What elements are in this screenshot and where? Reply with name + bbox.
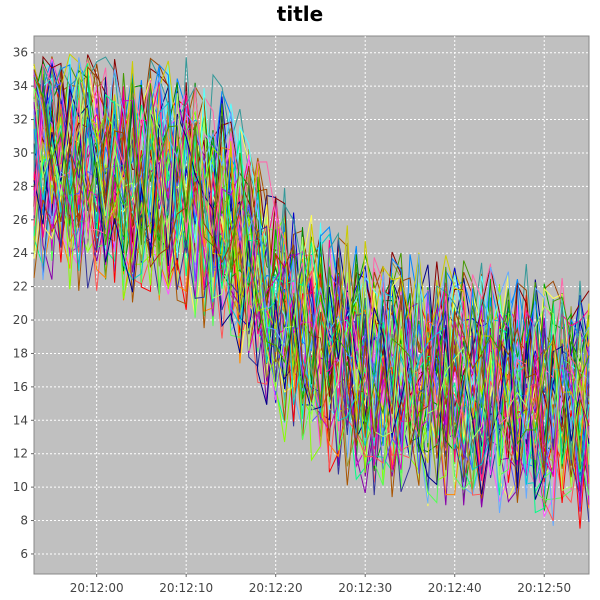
x-tick-label: 20:12:00 bbox=[70, 581, 124, 595]
y-tick-label: 6 bbox=[20, 547, 28, 561]
y-tick-label: 10 bbox=[13, 480, 28, 494]
x-tick-label: 20:12:30 bbox=[338, 581, 392, 595]
series-line bbox=[33, 76, 590, 446]
y-tick-label: 32 bbox=[13, 113, 28, 127]
y-tick-label: 26 bbox=[13, 213, 28, 227]
y-tick-label: 20 bbox=[13, 313, 28, 327]
y-tick-label: 14 bbox=[13, 413, 28, 427]
y-tick-label: 24 bbox=[13, 246, 28, 260]
y-tick-label: 34 bbox=[13, 79, 28, 93]
chart-title: title bbox=[276, 2, 324, 26]
y-tick-label: 16 bbox=[13, 380, 28, 394]
x-tick-label: 20:12:10 bbox=[159, 581, 213, 595]
y-tick-label: 30 bbox=[13, 146, 28, 160]
x-tick-label: 20:12:40 bbox=[428, 581, 482, 595]
series-line bbox=[33, 105, 590, 529]
x-tick-label: 20:12:50 bbox=[517, 581, 571, 595]
series-line bbox=[33, 89, 590, 500]
x-tick-label: 20:12:20 bbox=[249, 581, 303, 595]
y-tick-label: 36 bbox=[13, 46, 28, 60]
y-tick-label: 18 bbox=[13, 346, 28, 360]
series-line bbox=[33, 63, 590, 485]
series-line bbox=[33, 89, 590, 504]
series-line bbox=[33, 100, 590, 522]
series-line bbox=[33, 64, 590, 467]
series-line bbox=[33, 63, 590, 477]
y-tick-label: 8 bbox=[20, 514, 28, 528]
series-line bbox=[33, 53, 590, 461]
series-line bbox=[33, 57, 590, 444]
series-line bbox=[33, 72, 590, 492]
y-tick-label: 22 bbox=[13, 280, 28, 294]
y-tick-label: 28 bbox=[13, 179, 28, 193]
axes: 6 8 10 12 14 16 18 20 22 24 26 28 30 32 34 36 20:12:00 20… bbox=[13, 46, 571, 595]
series-group bbox=[33, 53, 590, 529]
y-tick-label: 12 bbox=[13, 447, 28, 461]
